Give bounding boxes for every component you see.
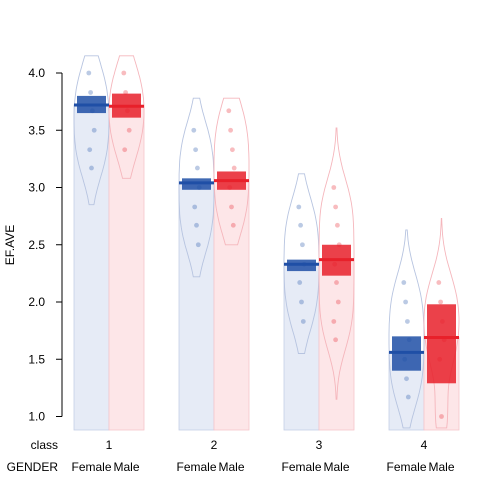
y-tick-label: 3.5 — [28, 123, 45, 137]
y-tick-label: 4.0 — [28, 66, 45, 80]
data-point — [229, 204, 234, 210]
data-point — [335, 222, 340, 228]
y-axis: 1.0 1.5 2.0 2.5 3.0 3.5 4.0 — [28, 66, 63, 424]
data-point — [331, 319, 337, 324]
y-tick-label: 2.5 — [28, 238, 45, 252]
data-point — [333, 337, 338, 343]
data-point — [334, 280, 339, 285]
data-point — [300, 242, 305, 248]
gender-label: Male — [428, 460, 454, 474]
class-label: 3 — [316, 438, 323, 452]
bar-male-2 — [213, 180, 250, 431]
y-tick-label: 1.0 — [28, 410, 45, 424]
violin-male-1 — [108, 55, 145, 179]
violin-female-1 — [73, 55, 110, 206]
data-point — [404, 376, 409, 382]
data-point — [121, 70, 127, 76]
data-point — [195, 165, 200, 171]
gender-label: Male — [323, 460, 349, 474]
data-point — [230, 222, 236, 228]
violin-male-3 — [318, 127, 355, 400]
data-point — [91, 127, 97, 133]
data-point — [195, 242, 201, 248]
data-point — [231, 165, 237, 171]
violin-female-4 — [388, 229, 425, 429]
class-label: 4 — [421, 438, 428, 452]
data-point — [126, 127, 132, 133]
bar-female-1 — [73, 104, 110, 431]
data-point — [439, 414, 444, 419]
y-axis-title: EF.AVE — [3, 225, 17, 265]
data-point — [438, 299, 443, 305]
data-point — [297, 280, 303, 285]
data-point — [300, 319, 306, 324]
data-point — [89, 165, 94, 171]
data-point — [230, 147, 235, 153]
gender-row-label: GENDER — [7, 460, 59, 474]
data-point — [405, 394, 411, 400]
mean-lines-layer — [74, 103, 459, 354]
bars-layer — [73, 104, 460, 431]
data-point — [298, 222, 303, 228]
y-tick-label: 1.5 — [28, 352, 45, 366]
data-point — [299, 299, 304, 305]
data-point — [228, 127, 234, 133]
data-point — [296, 204, 302, 210]
class-label: 2 — [211, 438, 218, 452]
gender-label: Female — [386, 460, 426, 474]
gender-label: Male — [113, 460, 139, 474]
data-point — [333, 204, 338, 210]
data-point — [88, 90, 93, 95]
data-point — [86, 70, 92, 76]
data-point — [335, 299, 341, 305]
data-point — [193, 147, 199, 153]
violin-male-2 — [213, 97, 250, 246]
data-point — [405, 319, 410, 324]
data-point — [403, 299, 408, 305]
violin-female-2 — [178, 97, 215, 278]
data-point — [226, 108, 232, 114]
bar-female-2 — [178, 182, 215, 431]
data-point — [122, 147, 128, 153]
bar-female-3 — [283, 263, 320, 431]
gender-label: Female — [176, 460, 216, 474]
class-row-label: class — [31, 438, 58, 452]
data-point — [191, 127, 197, 133]
gender-label: Female — [281, 460, 321, 474]
gender-label: Male — [218, 460, 244, 474]
class-label: 1 — [106, 438, 113, 452]
ci-box-male-4 — [427, 304, 456, 384]
data-point — [87, 147, 93, 153]
data-point — [192, 204, 198, 210]
data-point — [401, 280, 407, 285]
data-point — [331, 185, 337, 190]
y-tick-label: 3.0 — [28, 181, 45, 195]
bar-male-1 — [108, 105, 145, 431]
y-tick-label: 2.0 — [28, 295, 45, 309]
violin-female-3 — [283, 173, 320, 354]
bar-male-3 — [318, 259, 355, 431]
gender-label: Female — [71, 460, 111, 474]
data-point — [436, 280, 442, 285]
data-point — [194, 222, 199, 228]
